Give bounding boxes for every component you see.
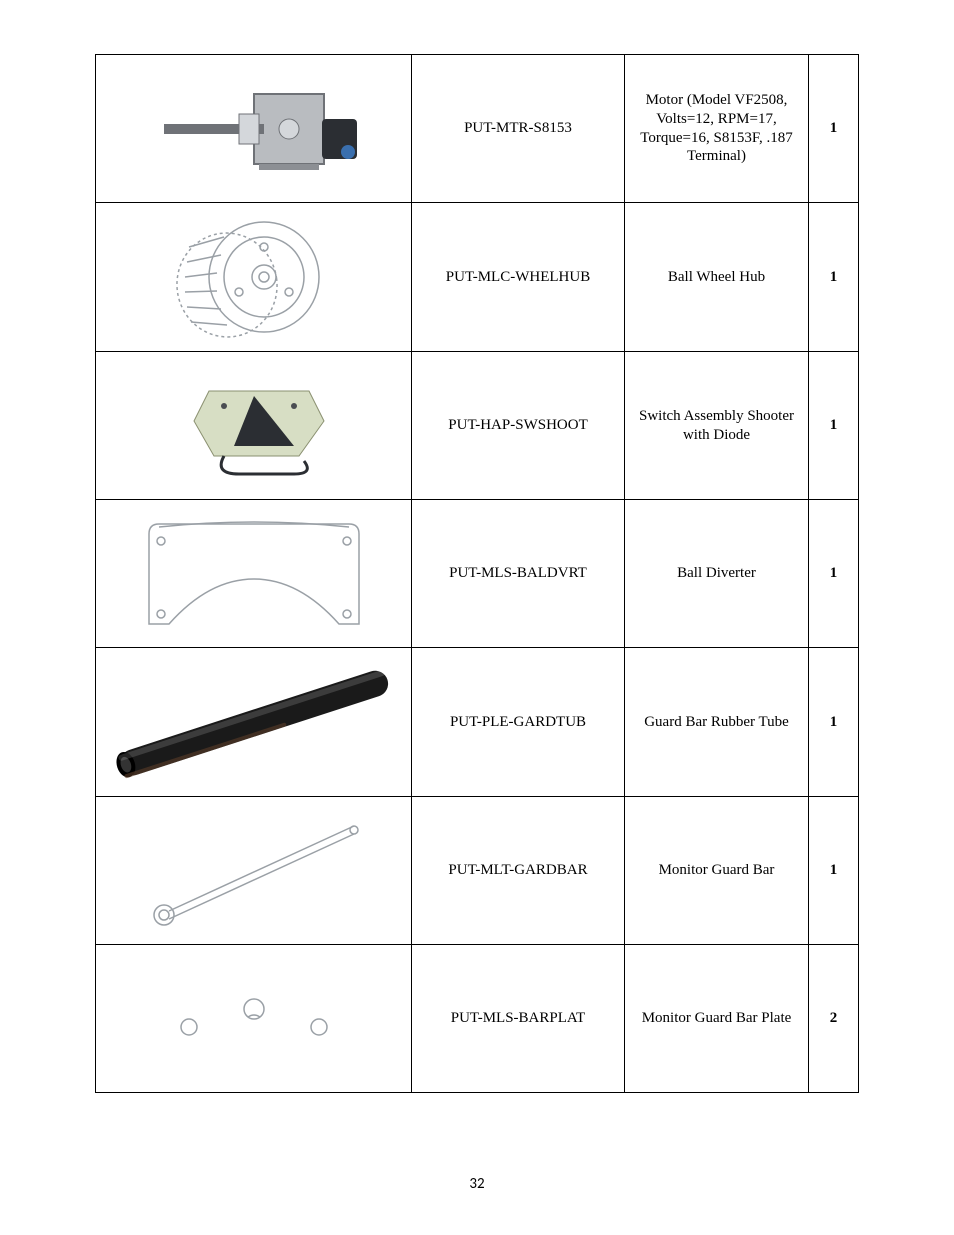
parts-table: PUT-MTR-S8153 Motor (Model VF2508, Volts… bbox=[95, 54, 859, 1093]
part-image-cell bbox=[96, 203, 412, 352]
part-description: Monitor Guard Bar Plate bbox=[625, 945, 809, 1093]
rubber-tube-icon bbox=[104, 652, 404, 792]
table-row: PUT-MLT-GARDBAR Monitor Guard Bar 1 bbox=[96, 797, 859, 945]
part-qty: 1 bbox=[809, 797, 859, 945]
part-qty: 1 bbox=[809, 55, 859, 203]
part-number: PUT-HAP-SWSHOOT bbox=[412, 352, 625, 500]
ball-diverter-icon bbox=[129, 509, 379, 639]
part-description: Ball Diverter bbox=[625, 500, 809, 648]
motor-icon bbox=[144, 64, 364, 194]
part-number: PUT-PLE-GARDTUB bbox=[412, 648, 625, 797]
part-number: PUT-MLS-BALDVRT bbox=[412, 500, 625, 648]
parts-table-body: PUT-MTR-S8153 Motor (Model VF2508, Volts… bbox=[96, 55, 859, 1093]
table-row: PUT-HAP-SWSHOOT Switch Assembly Shooter … bbox=[96, 352, 859, 500]
part-qty: 1 bbox=[809, 648, 859, 797]
page-number: 32 bbox=[0, 1175, 954, 1193]
table-row: PUT-MLC-WHELHUB Ball Wheel Hub 1 bbox=[96, 203, 859, 352]
part-description: Motor (Model VF2508, Volts=12, RPM=17, T… bbox=[625, 55, 809, 203]
part-number: PUT-MLT-GARDBAR bbox=[412, 797, 625, 945]
part-image-cell bbox=[96, 797, 412, 945]
part-description: Monitor Guard Bar bbox=[625, 797, 809, 945]
part-description: Switch Assembly Shooter with Diode bbox=[625, 352, 809, 500]
table-row: PUT-PLE-GARDTUB Guard Bar Rubber Tube 1 bbox=[96, 648, 859, 797]
part-image-cell bbox=[96, 648, 412, 797]
part-image-cell bbox=[96, 500, 412, 648]
bar-plate-icon bbox=[144, 989, 364, 1049]
table-row: PUT-MLS-BARPLAT Monitor Guard Bar Plate … bbox=[96, 945, 859, 1093]
part-number: PUT-MTR-S8153 bbox=[412, 55, 625, 203]
part-description: Guard Bar Rubber Tube bbox=[625, 648, 809, 797]
part-image-cell bbox=[96, 55, 412, 203]
part-qty: 1 bbox=[809, 203, 859, 352]
wheel-hub-icon bbox=[169, 207, 339, 347]
part-image-cell bbox=[96, 945, 412, 1093]
table-row: PUT-MTR-S8153 Motor (Model VF2508, Volts… bbox=[96, 55, 859, 203]
part-qty: 2 bbox=[809, 945, 859, 1093]
switch-assembly-icon bbox=[154, 366, 354, 486]
page: PUT-MTR-S8153 Motor (Model VF2508, Volts… bbox=[0, 0, 954, 1235]
part-image-cell bbox=[96, 352, 412, 500]
part-number: PUT-MLS-BARPLAT bbox=[412, 945, 625, 1093]
part-number: PUT-MLC-WHELHUB bbox=[412, 203, 625, 352]
part-qty: 1 bbox=[809, 500, 859, 648]
table-row: PUT-MLS-BALDVRT Ball Diverter 1 bbox=[96, 500, 859, 648]
part-description: Ball Wheel Hub bbox=[625, 203, 809, 352]
guard-bar-icon bbox=[134, 811, 374, 931]
part-qty: 1 bbox=[809, 352, 859, 500]
